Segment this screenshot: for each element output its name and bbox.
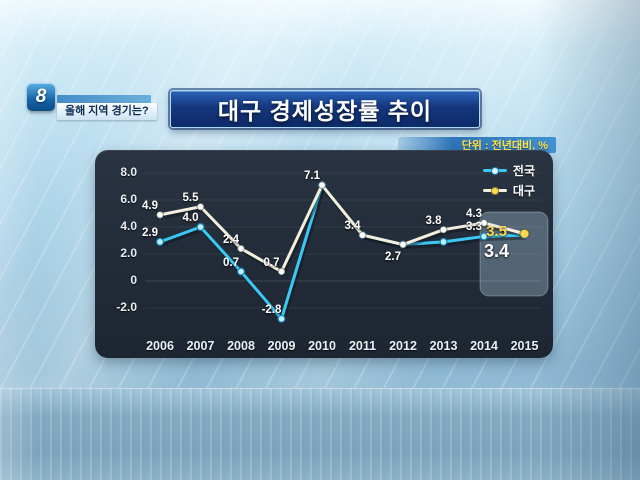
channel-8-logo: 8 xyxy=(27,83,55,111)
y-tick: 6.0 xyxy=(120,192,137,206)
x-year-label: 2012 xyxy=(389,339,417,353)
legend-item-jeonguk: 전국 xyxy=(482,162,535,179)
legend-item-daegu: 대구 xyxy=(482,182,535,199)
data-point-label: 3.4 xyxy=(344,220,361,233)
y-tick: -2.0 xyxy=(116,300,137,314)
y-tick: 2.0 xyxy=(120,246,137,260)
y-tick: 4.0 xyxy=(120,219,137,233)
y-tick: 0 xyxy=(130,273,137,287)
x-year-label: 2011 xyxy=(348,339,377,353)
legend-dot-icon xyxy=(490,186,499,195)
data-point-label: 5.5 xyxy=(182,191,199,204)
page-title: 대구 경제성장률 추이 xyxy=(217,98,433,124)
news-caption: 올해 지역 경기는? xyxy=(57,103,157,120)
data-point-label: 7.1 xyxy=(304,170,320,183)
x-year-label: 2006 xyxy=(146,339,174,353)
background-bottom-band xyxy=(0,388,640,480)
legend-line-marker-icon xyxy=(482,166,507,175)
data-point-label: 2.7 xyxy=(385,250,401,263)
data-point-label: 0.7 xyxy=(263,256,280,269)
x-year-label: 2014 xyxy=(470,339,498,353)
data-point-label: 2.9 xyxy=(142,226,158,239)
title-banner: 대구 경제성장률 추이 xyxy=(170,90,480,128)
data-point-label: 2.4 xyxy=(223,233,239,246)
data-point-label: 3.8 xyxy=(425,214,442,227)
data-point-label: 3.4 xyxy=(483,241,510,262)
data-point-label: 4.0 xyxy=(182,212,199,224)
data-point-label: 0.7 xyxy=(223,256,239,269)
data-point-label: 3.3 xyxy=(466,221,482,234)
x-year-label: 2009 xyxy=(267,339,296,353)
chart-panel: 8.0 6.0 4.0 2.0 0 -2.0 2006 2007 2008 2009 2010 20… xyxy=(95,150,553,358)
data-point-label: 3.5 xyxy=(486,222,507,240)
unit-label: 단위 : 전년대비, % xyxy=(461,140,548,152)
caption-top-bar xyxy=(57,95,151,103)
legend-label: 전국 xyxy=(512,164,535,178)
x-year-label: 2007 xyxy=(186,339,215,353)
data-point-label: 4.3 xyxy=(466,207,482,220)
data-point-label: 4.9 xyxy=(142,199,158,212)
y-tick: 8.0 xyxy=(120,165,137,179)
x-year-label: 2015 xyxy=(510,339,539,353)
unit-ribbon: 단위 : 전년대비, % xyxy=(398,137,556,153)
legend-label: 대구 xyxy=(512,184,535,198)
x-year-label: 2010 xyxy=(308,339,336,353)
legend-line-marker-icon xyxy=(482,186,507,195)
x-year-label: 2008 xyxy=(227,339,255,353)
x-year-label: 2013 xyxy=(429,339,458,353)
line-chart xyxy=(145,172,549,324)
data-point-label: -2.8 xyxy=(261,303,282,316)
legend-dot-icon xyxy=(490,166,499,175)
